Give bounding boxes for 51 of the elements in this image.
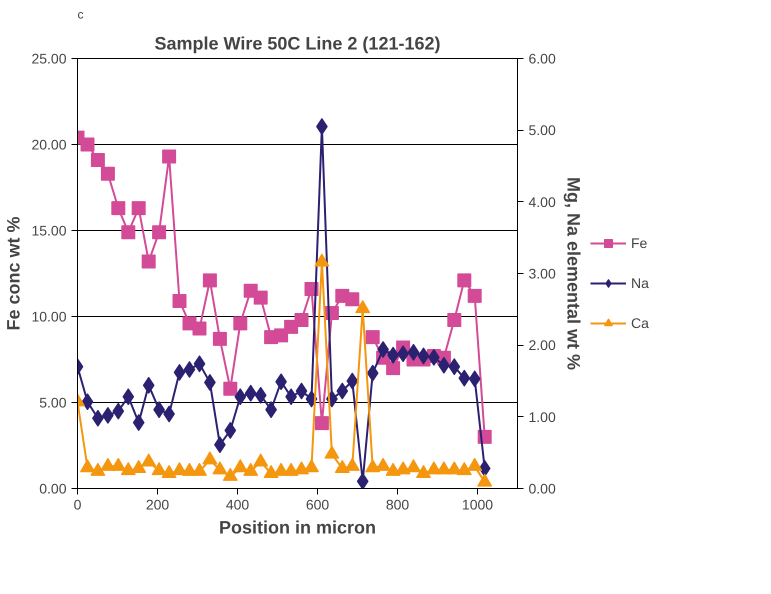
point [172, 294, 186, 308]
point [162, 150, 176, 164]
point [366, 330, 380, 344]
y2-tick-label: 0.00 [528, 480, 556, 496]
point [111, 201, 126, 216]
point [468, 288, 482, 303]
y-tick-label: 0.00 [39, 480, 67, 496]
point [212, 332, 227, 346]
y-tick-label: 5.00 [39, 394, 67, 410]
point [202, 273, 217, 288]
x-tick-label: 0 [74, 496, 82, 512]
point [223, 382, 238, 396]
point [233, 316, 248, 330]
x-tick-label: 400 [226, 496, 250, 512]
point [152, 225, 166, 240]
x-axis-title: Position in micron [218, 518, 376, 538]
x-tick-label: 600 [306, 496, 330, 512]
legend-label: Na [631, 275, 650, 291]
point [447, 312, 462, 327]
y2-tick-label: 6.00 [528, 50, 556, 66]
y-tick-label: 20.00 [31, 136, 67, 152]
point [100, 166, 115, 181]
point [90, 152, 105, 167]
y-tick-label: 15.00 [31, 222, 67, 238]
point [386, 361, 400, 376]
chart-title: Sample Wire 50C Line 2 (121-162) [154, 34, 440, 54]
y2-tick-label: 5.00 [528, 122, 556, 138]
point [80, 138, 94, 152]
legend-label: Fe [631, 235, 648, 251]
y2-tick-label: 3.00 [528, 266, 556, 282]
y2-tick-label: 4.00 [528, 194, 556, 210]
y-tick-label: 10.00 [31, 308, 67, 324]
y2-axis-title: Mg, Na elemental wt % [564, 176, 584, 370]
y2-tick-label: 2.00 [528, 337, 556, 354]
point [457, 273, 472, 288]
legend-label: Ca [631, 315, 650, 331]
point [121, 225, 136, 240]
x-tick-label: 200 [146, 496, 170, 512]
text: c [78, 8, 84, 22]
point [294, 312, 308, 327]
point [314, 416, 329, 430]
point [254, 290, 268, 305]
point [345, 292, 360, 306]
x-tick-label: 1000 [462, 496, 494, 512]
point [132, 201, 146, 216]
y2-tick-label: 1.00 [528, 408, 556, 425]
point [192, 322, 206, 336]
y-tick-label: 25.00 [31, 50, 67, 66]
y-axis-title: Fe conc wt % [3, 216, 24, 331]
x-tick-label: 800 [386, 496, 410, 512]
point [142, 254, 156, 268]
